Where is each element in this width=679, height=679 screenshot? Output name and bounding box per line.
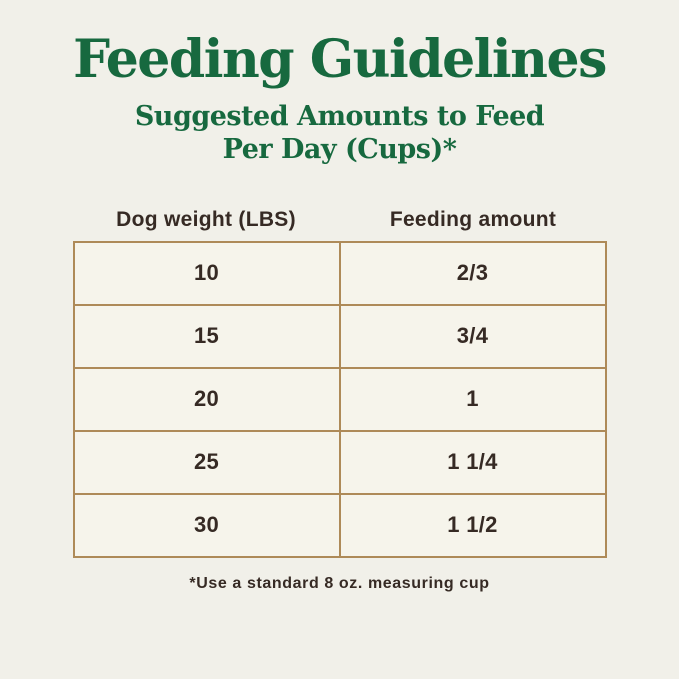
cell-amount: 2/3 [338, 240, 607, 306]
column-header-feeding-amount: Feeding amount [389, 207, 557, 231]
cell-amount: 1 1/2 [338, 492, 607, 558]
subtitle-line-1: Suggested Amounts to Feed [134, 100, 545, 132]
table-row: 10 2/3 [72, 240, 607, 306]
table-row: 15 3/4 [72, 303, 607, 369]
feeding-table-section: Dog weight (LBS) Feeding amount 10 2/3 1… [72, 208, 607, 558]
cell-weight: 25 [72, 429, 341, 495]
subtitle-line-2: Per Day (Cups)* [222, 133, 457, 165]
table-row: 20 1 [72, 366, 607, 432]
page-subtitle: Suggested Amounts to Feed Per Day (Cups)… [0, 100, 679, 166]
page-title: Feeding Guidelines [73, 29, 607, 90]
cell-weight: 20 [72, 366, 341, 432]
cell-amount: 1 [338, 366, 607, 432]
cell-weight: 10 [72, 240, 341, 306]
table-column-headers: Dog weight (LBS) Feeding amount [73, 208, 607, 232]
cell-amount: 1 1/4 [338, 429, 607, 495]
feeding-table: 10 2/3 15 3/4 20 1 25 1 1/4 30 1 1/2 [72, 240, 607, 558]
measuring-cup-footnote: *Use a standard 8 oz. measuring cup [189, 574, 490, 592]
cell-weight: 30 [72, 492, 341, 558]
cell-weight: 15 [72, 303, 341, 369]
column-header-dog-weight: Dog weight (LBS) [116, 207, 296, 231]
table-row: 25 1 1/4 [72, 429, 607, 495]
table-row: 30 1 1/2 [72, 492, 607, 558]
cell-amount: 3/4 [338, 303, 607, 369]
